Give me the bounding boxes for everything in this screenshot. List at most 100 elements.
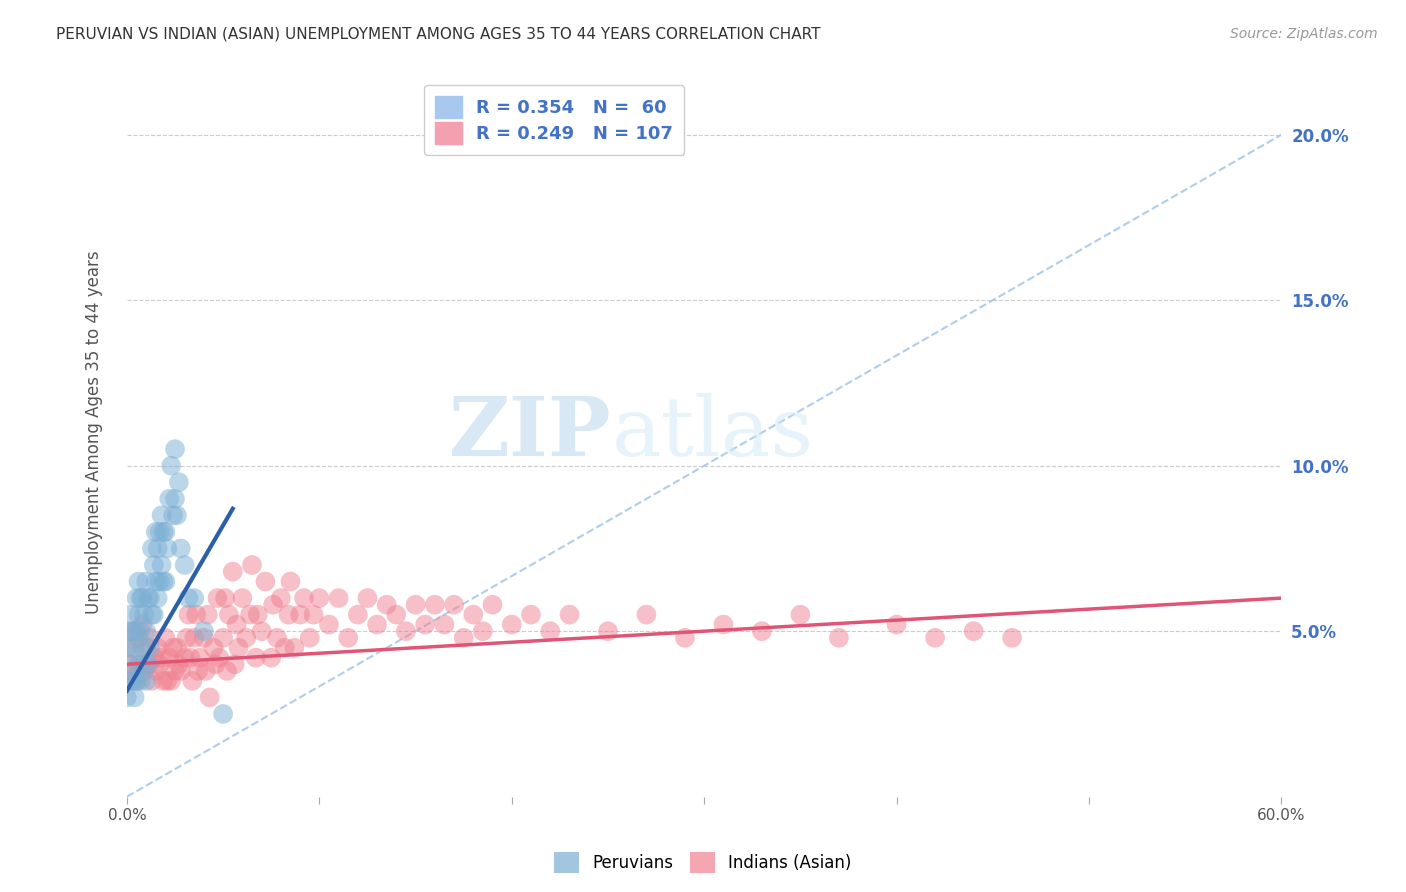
Point	[212, 706, 235, 721]
Point	[246, 607, 269, 622]
Point	[924, 631, 946, 645]
Text: Source: ZipAtlas.com: Source: ZipAtlas.com	[1230, 27, 1378, 41]
Point	[166, 508, 188, 523]
Point	[162, 508, 184, 523]
Point	[149, 657, 172, 672]
Point	[596, 624, 619, 639]
Point	[145, 524, 167, 539]
Point	[124, 690, 146, 705]
Point	[423, 598, 446, 612]
Point	[273, 640, 295, 655]
Legend: R = 0.354   N =  60, R = 0.249   N = 107: R = 0.354 N = 60, R = 0.249 N = 107	[425, 85, 685, 155]
Point	[395, 624, 418, 639]
Point	[135, 574, 157, 589]
Point	[177, 591, 200, 606]
Point	[193, 631, 215, 645]
Point	[124, 624, 146, 639]
Point	[136, 657, 159, 672]
Point	[413, 617, 436, 632]
Point	[131, 591, 153, 606]
Point	[163, 664, 186, 678]
Point	[115, 640, 138, 655]
Text: atlas: atlas	[612, 392, 814, 473]
Point	[170, 664, 193, 678]
Point	[134, 664, 156, 678]
Point	[141, 541, 163, 556]
Point	[135, 640, 157, 655]
Point	[245, 650, 267, 665]
Point	[292, 591, 315, 606]
Point	[328, 591, 350, 606]
Point	[170, 541, 193, 556]
Text: PERUVIAN VS INDIAN (ASIAN) UNEMPLOYMENT AMONG AGES 35 TO 44 YEARS CORRELATION CH: PERUVIAN VS INDIAN (ASIAN) UNEMPLOYMENT …	[56, 27, 821, 42]
Point	[254, 574, 277, 589]
Point	[202, 640, 225, 655]
Point	[337, 631, 360, 645]
Point	[129, 673, 152, 688]
Point	[163, 442, 186, 457]
Text: ZIP: ZIP	[449, 392, 612, 473]
Point	[142, 558, 165, 572]
Point	[120, 657, 142, 672]
Point	[173, 558, 195, 572]
Point	[146, 591, 169, 606]
Point	[266, 631, 288, 645]
Point	[453, 631, 475, 645]
Point	[146, 541, 169, 556]
Point	[193, 624, 215, 639]
Point	[155, 524, 177, 539]
Point	[176, 631, 198, 645]
Point	[194, 664, 217, 678]
Point	[136, 591, 159, 606]
Point	[149, 574, 172, 589]
Point	[962, 624, 984, 639]
Point	[139, 640, 162, 655]
Point	[160, 458, 183, 473]
Point	[214, 591, 236, 606]
Point	[218, 607, 240, 622]
Point	[558, 607, 581, 622]
Point	[163, 491, 186, 506]
Point	[270, 591, 292, 606]
Point	[115, 690, 138, 705]
Point	[139, 591, 162, 606]
Point	[280, 574, 302, 589]
Point	[127, 607, 149, 622]
Point	[160, 673, 183, 688]
Point	[375, 598, 398, 612]
Point	[673, 631, 696, 645]
Point	[149, 524, 172, 539]
Point	[145, 664, 167, 678]
Point	[157, 491, 180, 506]
Point	[308, 591, 330, 606]
Point	[142, 607, 165, 622]
Point	[121, 673, 143, 688]
Point	[231, 591, 253, 606]
Point	[240, 558, 263, 572]
Point	[239, 607, 262, 622]
Point	[146, 640, 169, 655]
Point	[283, 640, 305, 655]
Point	[183, 591, 205, 606]
Point	[188, 650, 211, 665]
Point	[250, 624, 273, 639]
Point	[167, 657, 190, 672]
Point	[120, 640, 142, 655]
Point	[262, 598, 284, 612]
Point	[177, 607, 200, 622]
Point	[183, 631, 205, 645]
Point	[141, 673, 163, 688]
Point	[125, 624, 148, 639]
Point	[125, 591, 148, 606]
Point	[167, 475, 190, 490]
Point	[131, 640, 153, 655]
Point	[127, 631, 149, 645]
Point	[520, 607, 543, 622]
Point	[125, 673, 148, 688]
Point	[121, 664, 143, 678]
Point	[751, 624, 773, 639]
Point	[121, 624, 143, 639]
Point	[124, 640, 146, 655]
Point	[443, 598, 465, 612]
Point	[713, 617, 735, 632]
